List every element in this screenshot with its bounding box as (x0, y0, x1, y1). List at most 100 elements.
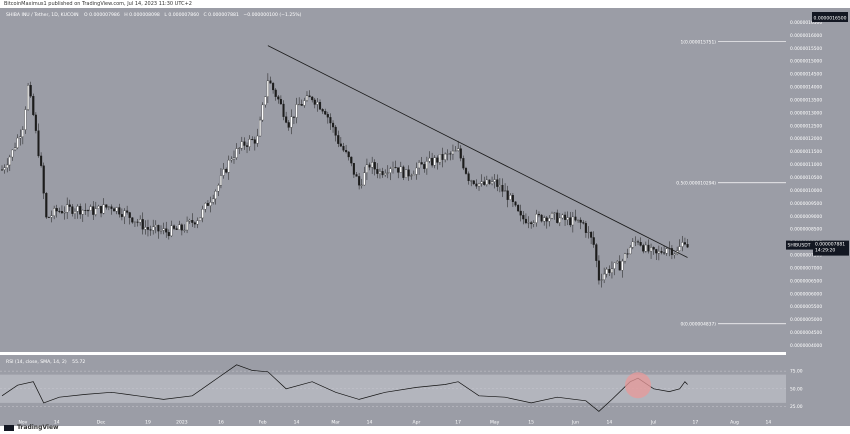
candle-body (590, 231, 593, 238)
candle-body (384, 173, 387, 176)
top-price-box (812, 12, 848, 22)
candle-body (459, 148, 462, 159)
candle-body (92, 206, 95, 215)
candle-body (363, 172, 366, 186)
candle-body (642, 245, 645, 252)
candle-body (326, 114, 329, 118)
candle-body (566, 217, 569, 220)
rsi-last-value: 55.72 (72, 359, 85, 365)
candle-body (506, 190, 509, 200)
rsi-layer (1, 364, 688, 412)
rsi-title: RSI (14, close, SMA, 14, 2) (6, 359, 67, 365)
candle-body (410, 175, 413, 177)
candle-body (470, 180, 473, 182)
candle-body (337, 135, 340, 144)
candle-body (457, 148, 460, 151)
candle-body (264, 96, 267, 106)
candle-body (647, 244, 650, 252)
candle-body (81, 209, 84, 215)
candle-body (548, 218, 551, 222)
candle-body (381, 171, 384, 176)
price-axis-tick-label: 0.0000015500 (790, 46, 822, 52)
candle-body (50, 215, 53, 218)
candle-body (11, 149, 14, 158)
candle-body (436, 157, 439, 163)
candle-body (100, 205, 103, 214)
candle-body (592, 237, 595, 245)
tradingview-footer[interactable]: TradingView (4, 424, 59, 431)
candle-body (141, 219, 144, 230)
candle-body (683, 242, 686, 245)
candle-body (105, 204, 108, 208)
candle-body (493, 179, 496, 182)
rsi-axis-tick-label: 25.00 (790, 404, 803, 410)
symbol-tag (786, 240, 813, 250)
candle-body (420, 162, 423, 165)
candle-body (37, 130, 40, 157)
candle-body (159, 230, 163, 232)
candle-body (21, 129, 24, 137)
candle-body (579, 219, 582, 223)
symbol-tag-label: SHIBUSDT (787, 243, 810, 249)
candle-body (146, 227, 150, 230)
candle-body (472, 180, 475, 185)
candle-body (204, 203, 207, 210)
candle-body (131, 217, 134, 223)
candle-body (378, 171, 382, 174)
price-axis-tick-label: 0.0000009000 (790, 214, 822, 220)
candle-body (180, 224, 183, 231)
candle-body (63, 212, 66, 214)
candle-body (678, 246, 681, 251)
candle-body (404, 169, 408, 178)
candle-body (73, 211, 77, 214)
candle-body (574, 216, 577, 221)
ohlc-change: −0.000000100 (−1.25%) (243, 12, 301, 18)
candle-body (394, 167, 397, 168)
price-axis-tick-label: 0.0000013000 (790, 110, 822, 116)
fib-layer: 1(0.000015751) 0.5(0.000010294) 0(0.000004… (676, 39, 786, 327)
tradingview-logo-icon (4, 424, 14, 431)
candle-body (3, 167, 6, 170)
candle-body (311, 96, 314, 101)
price-axis-bg (786, 8, 850, 418)
candle-body (238, 147, 241, 149)
time-axis-tick-label: 14 (367, 420, 373, 426)
candle-body (248, 139, 251, 147)
candle-body (191, 220, 194, 223)
candle-body (584, 223, 587, 233)
candle-body (144, 227, 147, 230)
candle-body (193, 222, 196, 225)
candle-body (524, 218, 527, 224)
time-axis-tick-label: 15 (528, 420, 534, 426)
candle-body (433, 157, 436, 166)
candle-body (597, 260, 600, 281)
candle-body (509, 195, 512, 200)
candle-body (368, 164, 371, 168)
candle-body (212, 198, 215, 203)
candle-body (321, 109, 324, 112)
candle-body (498, 185, 501, 187)
candle-body (491, 181, 494, 184)
price-axis-tick-label: 0.0000005500 (790, 304, 822, 310)
candle-body (97, 205, 100, 209)
price-axis-tick-label: 0.0000011000 (790, 162, 822, 168)
candle-body (154, 225, 157, 228)
chart-canvas: 1(0.000015751) 0.5(0.000010294) 0(0.000004… (0, 8, 850, 426)
time-axis-tick-label: 16 (218, 420, 224, 426)
candle-body (527, 222, 530, 224)
candle-body (681, 242, 684, 247)
candle-body (53, 208, 56, 216)
candle-body (412, 174, 415, 176)
candle-body (496, 179, 499, 187)
candle-body (634, 241, 637, 243)
candle-body (355, 174, 358, 177)
candle-body (673, 253, 676, 256)
candle-body (292, 116, 295, 118)
candle-body (660, 251, 663, 253)
candle-body (462, 158, 465, 169)
time-axis-tick-label: 2023 (176, 420, 188, 426)
candle-body (245, 145, 249, 147)
candle-body (438, 154, 441, 163)
candle-body (537, 213, 541, 216)
candle-body (123, 210, 126, 217)
